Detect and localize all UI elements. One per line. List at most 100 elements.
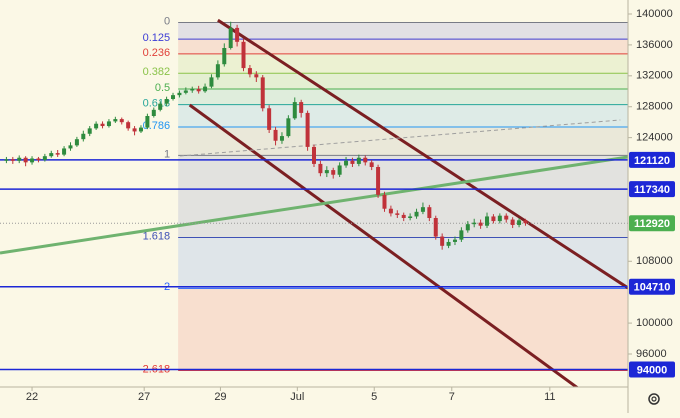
fib-zone: [178, 39, 628, 54]
candle-body: [299, 102, 304, 113]
y-tick-label: 124000: [636, 132, 673, 144]
candle-body: [478, 222, 483, 226]
fib-zone: [178, 53, 628, 74]
candle-body: [55, 153, 60, 155]
candle-body: [126, 122, 131, 129]
candle-body: [171, 95, 176, 100]
x-tick-label: 29: [214, 391, 226, 403]
candle-body: [4, 159, 9, 161]
fib-zone: [178, 88, 628, 105]
candle-body: [203, 86, 208, 92]
last-price-box: [629, 215, 675, 232]
candle-body: [420, 207, 425, 212]
y-tick-label: 108000: [636, 255, 673, 267]
fib-level-label: 1.618: [143, 230, 171, 242]
price-line-box: [629, 278, 675, 295]
candle-body: [286, 118, 291, 137]
candle-body: [267, 108, 272, 130]
candle-body: [497, 215, 502, 222]
candle-body: [459, 230, 464, 240]
gear-hub[interactable]: [651, 396, 657, 402]
trend-line: [0, 155, 628, 255]
price-line-label: 117340: [634, 184, 670, 196]
fib-zone: [178, 22, 628, 40]
fib-zone: [178, 237, 628, 289]
candle-body: [440, 236, 445, 246]
candle-body: [158, 103, 163, 110]
price-line-box: [629, 151, 675, 168]
candle-body: [305, 112, 310, 147]
candle-body: [260, 77, 265, 109]
candle-body: [292, 102, 297, 119]
candle-body: [138, 127, 143, 132]
last-price-label: 112920: [634, 218, 670, 230]
y-tick-label: 128000: [636, 101, 673, 113]
candle-body: [215, 64, 220, 78]
price-line-label: 121120: [634, 155, 670, 167]
candle-body: [190, 88, 195, 91]
fib-level-label: 0.618: [143, 98, 171, 110]
candle-body: [81, 133, 86, 140]
axes: 96000 100000 108000 124000 128000 132000 13600…: [26, 8, 675, 403]
candle-body: [350, 160, 355, 164]
candle-body: [119, 119, 124, 123]
candle-body: [382, 194, 387, 209]
candle-body: [10, 159, 15, 161]
candle-body: [356, 157, 361, 164]
candle-body: [279, 136, 284, 141]
candle-body: [369, 162, 374, 167]
x-tick-label: 5: [371, 391, 377, 403]
fib-level-label: 0.5: [155, 82, 170, 94]
candle-body: [472, 222, 477, 225]
candle-body: [151, 109, 156, 116]
fib-zone: [178, 288, 628, 371]
candle-body: [452, 239, 457, 242]
fib-level-label: 0.236: [143, 47, 171, 59]
price-line-label: 94000: [637, 364, 668, 376]
candle-body: [337, 165, 342, 175]
candle-body: [68, 145, 73, 149]
gear-ring[interactable]: [648, 393, 660, 405]
candle-body: [427, 207, 432, 218]
candle-body: [324, 170, 329, 174]
candle-body: [113, 119, 118, 122]
y-tick-label: 136000: [636, 39, 673, 51]
candle-body: [388, 208, 393, 214]
x-tick-label: 7: [449, 391, 455, 403]
candle-body: [100, 123, 105, 127]
x-tick-label: Jul: [290, 391, 304, 403]
candle-body: [42, 156, 47, 161]
fib-level-label: 0.125: [143, 32, 171, 44]
x-tick-label: 27: [138, 391, 150, 403]
candle-body: [228, 27, 233, 49]
x-axis-band: [0, 387, 628, 413]
candle-body: [254, 74, 259, 78]
fib-zone: [178, 73, 628, 89]
candle-body: [344, 160, 349, 166]
candle-body: [331, 170, 336, 175]
price-line-box: [629, 361, 675, 378]
candle-body: [241, 41, 246, 69]
candle-body: [517, 220, 522, 225]
fib-level-label: 1: [164, 148, 170, 160]
fib-level-label: 0.786: [143, 120, 171, 132]
y-tick-label: 132000: [636, 70, 673, 82]
candle-body: [145, 115, 150, 128]
fib-zone: [178, 104, 628, 127]
candle-body: [318, 163, 323, 174]
candle-body: [196, 88, 201, 92]
candle-body: [433, 217, 438, 237]
settings-icon[interactable]: [648, 393, 660, 405]
candle-body: [30, 158, 35, 163]
candle-body: [247, 68, 252, 75]
fib-level-label: 0: [164, 15, 170, 27]
candle-body: [74, 139, 79, 146]
candle-body: [36, 158, 41, 161]
candle-body: [414, 211, 419, 217]
candle-body: [132, 128, 137, 132]
trend-line: [217, 18, 628, 290]
candle-body: [273, 129, 278, 141]
candle-body: [62, 148, 67, 155]
